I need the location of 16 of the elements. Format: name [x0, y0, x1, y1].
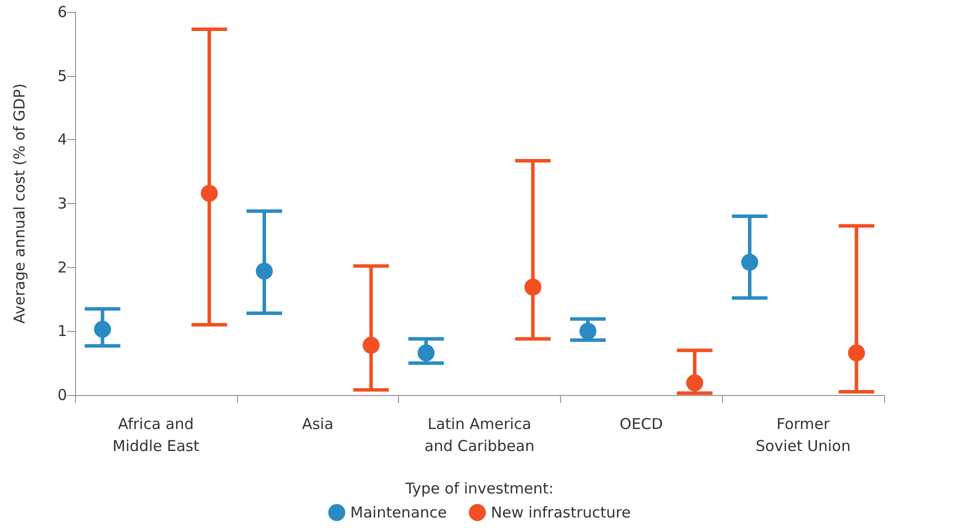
y-tick-label: 6: [57, 3, 67, 21]
x-tick-label: Latin America and Caribbean: [424, 415, 534, 455]
y-tick-label: 1: [57, 322, 67, 340]
y-tick-label: 5: [57, 66, 67, 85]
y-axis-title: Average annual cost (% of GDP): [10, 83, 28, 324]
x-tick-label: Africa and Middle East: [112, 415, 200, 455]
x-tick-label: Former Soviet Union: [756, 415, 851, 455]
legend-label: Maintenance: [350, 504, 447, 522]
y-tick-label: 3: [57, 194, 67, 212]
legend-label: New infrastructure: [490, 504, 631, 522]
y-tick-label: 4: [57, 130, 67, 149]
y-tick-label: 0: [57, 386, 67, 404]
x-tick-label: OECD: [620, 415, 663, 433]
y-tick-label: 2: [57, 258, 67, 276]
legend-title: Type of investment:: [404, 480, 554, 498]
x-tick-label: Asia: [302, 415, 334, 433]
